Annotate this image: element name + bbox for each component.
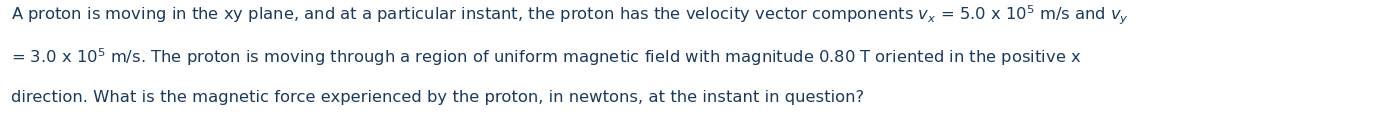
- Text: A proton is moving in the xy plane, and at a particular instant, the proton has : A proton is moving in the xy plane, and …: [11, 3, 1130, 27]
- Text: = 3.0 x $10^5$ m/s. The proton is moving through a region of uniform magnetic fi: = 3.0 x $10^5$ m/s. The proton is moving…: [11, 46, 1081, 67]
- Text: direction. What is the magnetic force experienced by the proton, in newtons, at : direction. What is the magnetic force ex…: [11, 89, 865, 104]
